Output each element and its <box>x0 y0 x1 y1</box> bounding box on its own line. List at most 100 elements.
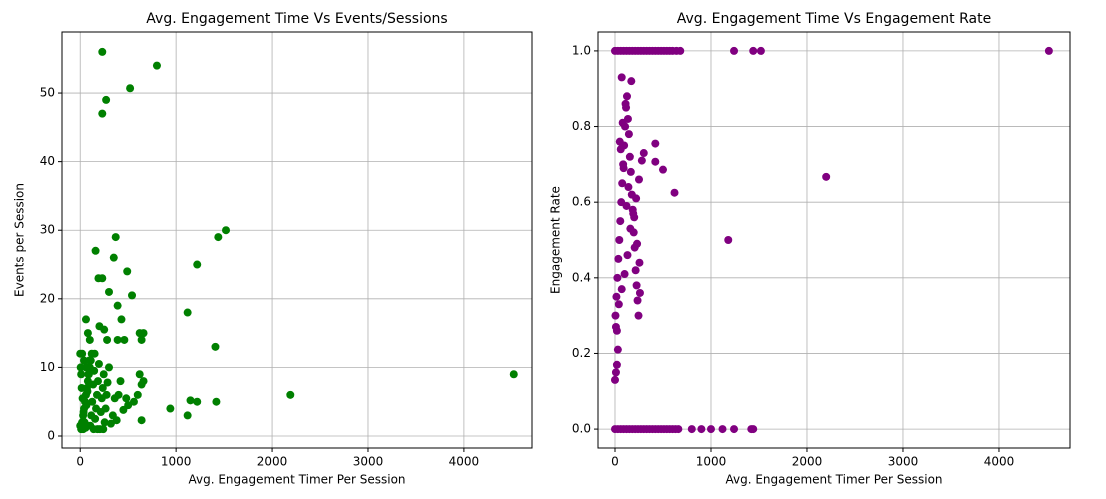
point <box>614 254 623 263</box>
point <box>105 287 113 296</box>
point <box>706 425 715 434</box>
point <box>98 383 107 392</box>
y-tick-label: 50 <box>40 86 55 100</box>
y-tick-label: 0.2 <box>572 346 591 360</box>
point <box>109 253 118 262</box>
point <box>113 301 122 310</box>
point <box>286 390 295 399</box>
point <box>82 401 91 410</box>
point <box>617 285 626 294</box>
point <box>129 397 138 406</box>
point <box>622 92 631 101</box>
x-tick-label: 1000 <box>161 455 192 469</box>
point <box>619 164 628 173</box>
point <box>84 370 93 379</box>
point <box>78 394 87 403</box>
point <box>94 359 103 368</box>
point <box>120 335 129 344</box>
plot-frame <box>597 31 1071 449</box>
point <box>1044 46 1053 55</box>
point <box>124 401 133 410</box>
point <box>634 175 643 184</box>
point <box>166 404 175 413</box>
point <box>90 349 99 358</box>
point <box>193 260 202 269</box>
point <box>611 311 620 320</box>
point <box>76 349 85 358</box>
point <box>98 47 107 56</box>
point <box>637 156 646 165</box>
y-tick-label: 0 <box>47 428 55 442</box>
point <box>624 183 633 192</box>
plot-frame <box>61 31 533 449</box>
point <box>91 414 100 423</box>
point <box>117 315 126 324</box>
point <box>621 99 630 108</box>
point <box>613 273 622 282</box>
point <box>80 356 89 365</box>
x-tick-label: 4000 <box>449 455 480 469</box>
point <box>133 390 142 399</box>
x-tick-label: 2000 <box>257 455 288 469</box>
point <box>639 149 648 158</box>
point <box>81 315 90 324</box>
point <box>102 390 111 399</box>
y-tick-label: 0.8 <box>572 119 591 133</box>
point <box>627 77 636 86</box>
point <box>509 370 518 379</box>
point <box>611 368 620 377</box>
point <box>106 419 115 428</box>
point <box>79 407 88 416</box>
point <box>624 130 633 139</box>
point <box>211 342 220 351</box>
point <box>697 425 706 434</box>
point <box>718 425 727 434</box>
point <box>730 425 739 434</box>
point <box>90 366 99 375</box>
point <box>651 139 660 148</box>
point <box>634 311 643 320</box>
point <box>91 246 100 255</box>
y-axis-label: Engagement Rate <box>549 186 563 294</box>
point <box>111 233 120 242</box>
point <box>193 397 202 406</box>
point <box>618 179 627 188</box>
point <box>623 251 632 260</box>
point <box>616 217 625 226</box>
x-tick-label: 2000 <box>792 455 823 469</box>
point <box>724 236 733 244</box>
point <box>77 370 86 379</box>
point <box>126 84 135 93</box>
point <box>183 411 192 420</box>
point <box>83 387 92 396</box>
point <box>102 95 111 104</box>
point <box>614 300 623 309</box>
point <box>81 363 90 372</box>
point <box>625 152 634 161</box>
point <box>651 157 660 166</box>
point <box>749 46 758 55</box>
x-axis-label: Avg. Engagement Timer Per Session <box>725 473 942 487</box>
point <box>128 291 137 300</box>
point <box>615 137 624 146</box>
point <box>100 325 109 334</box>
chart-title: Avg. Engagement Time Vs Events/Sessions <box>146 11 447 27</box>
y-axis-label: Events per Session <box>13 183 27 297</box>
point <box>214 233 223 242</box>
point <box>612 360 621 369</box>
point <box>83 329 92 338</box>
point <box>112 416 121 425</box>
point <box>622 201 631 210</box>
point <box>658 165 667 174</box>
x-tick-label: 4000 <box>984 455 1015 469</box>
point <box>93 377 102 386</box>
point <box>676 46 685 55</box>
point <box>687 425 696 434</box>
point <box>610 375 619 384</box>
point <box>116 377 125 386</box>
point <box>630 213 639 222</box>
point <box>139 329 148 338</box>
y-tick-label: 0.0 <box>572 422 591 436</box>
y-tick-label: 0.6 <box>572 195 591 209</box>
